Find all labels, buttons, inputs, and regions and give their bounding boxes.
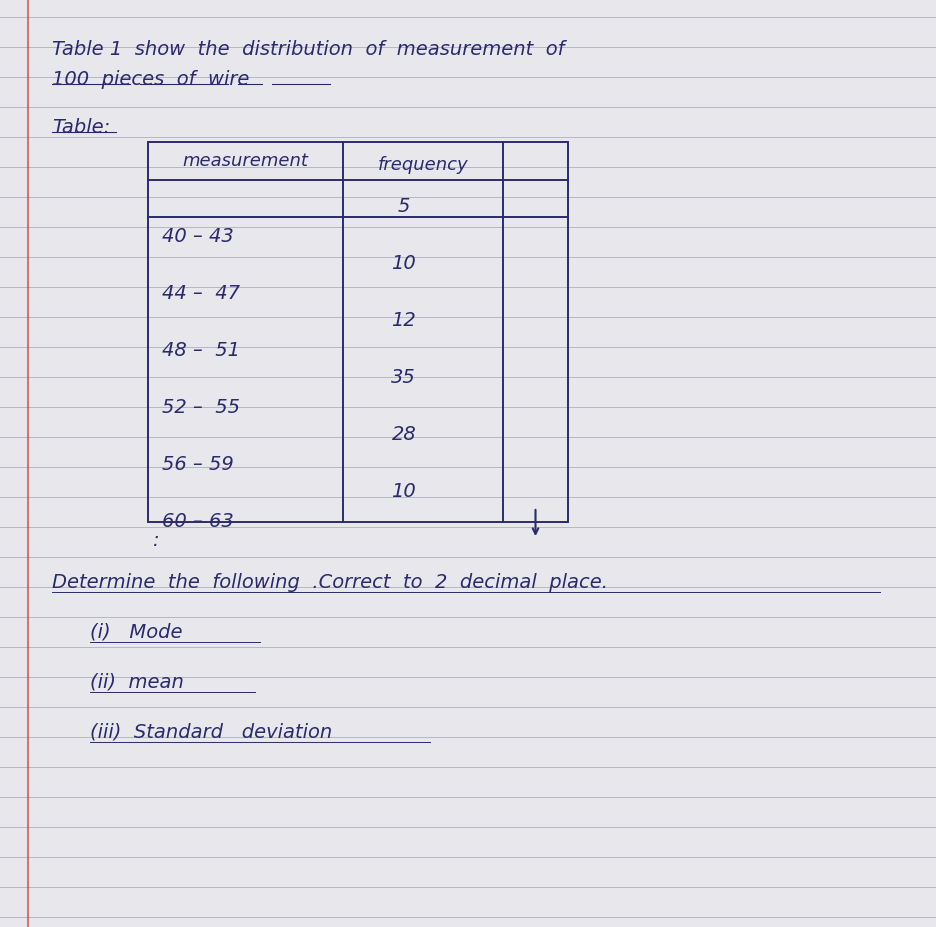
Text: Determine  the  following  .Correct  to  2  decimal  place.: Determine the following .Correct to 2 de… xyxy=(52,573,608,591)
Text: Table 1  show  the  distribution  of  measurement  of: Table 1 show the distribution of measure… xyxy=(52,40,564,58)
Text: 56 – 59: 56 – 59 xyxy=(162,455,234,475)
Text: measurement: measurement xyxy=(183,152,309,170)
Text: 48 –  51: 48 – 51 xyxy=(162,341,240,361)
Text: 5: 5 xyxy=(398,197,410,216)
Text: 40 – 43: 40 – 43 xyxy=(162,227,234,247)
Text: frequency: frequency xyxy=(378,156,468,174)
Text: Table:: Table: xyxy=(52,118,110,136)
Text: 12: 12 xyxy=(391,311,417,330)
Text: 28: 28 xyxy=(391,425,417,444)
Text: 10: 10 xyxy=(391,482,417,502)
Text: (ii)  mean: (ii) mean xyxy=(90,672,183,692)
Text: 10: 10 xyxy=(391,254,417,273)
Text: 52 –  55: 52 – 55 xyxy=(162,399,240,417)
Bar xyxy=(148,142,568,522)
Text: 35: 35 xyxy=(391,368,417,387)
Text: 60 – 63: 60 – 63 xyxy=(162,513,234,531)
Text: 44 –  47: 44 – 47 xyxy=(162,285,240,303)
Text: 100  pieces  of  wire: 100 pieces of wire xyxy=(52,70,249,88)
Text: (iii)  Standard   deviation: (iii) Standard deviation xyxy=(90,722,332,742)
Text: (i)   Mode: (i) Mode xyxy=(90,623,183,641)
Text: :: : xyxy=(153,530,160,550)
